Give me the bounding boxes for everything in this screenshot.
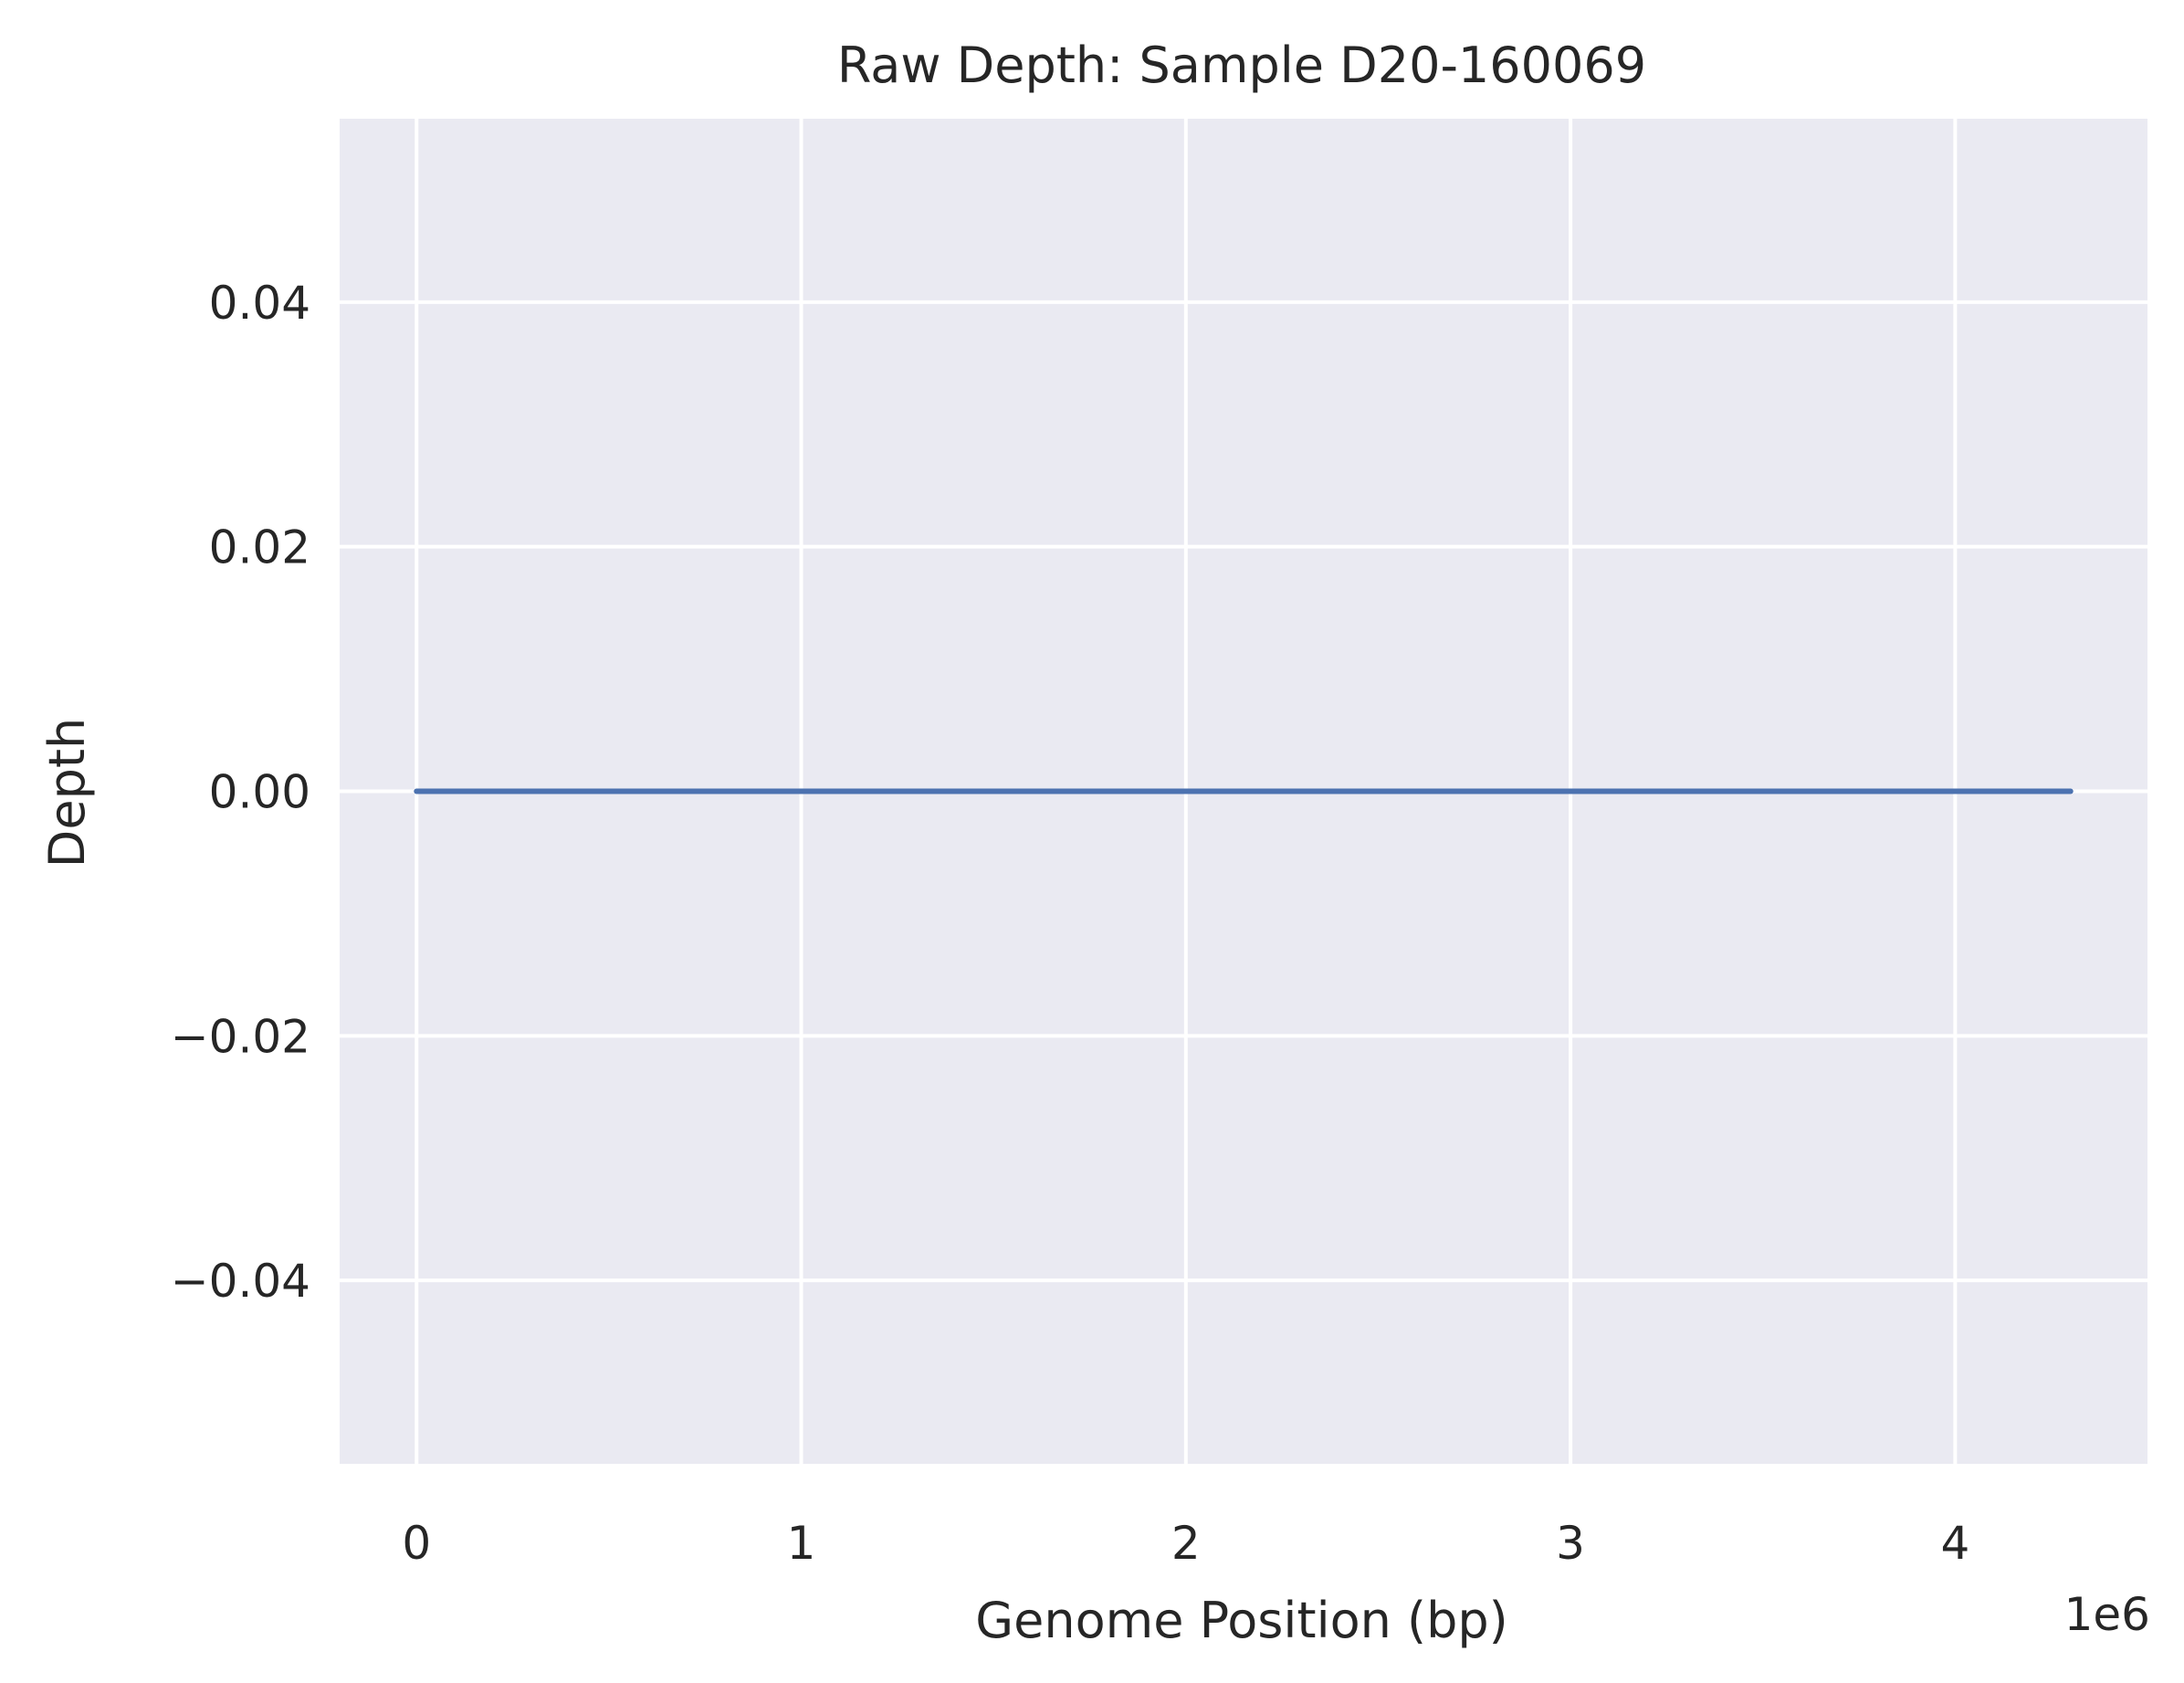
x-offset-label: 1e6	[2064, 1588, 2150, 1641]
y-tick-label: 0.00	[209, 766, 310, 819]
y-tick-label: −0.02	[171, 1010, 310, 1063]
chart-title: Raw Depth: Sample D20-160069	[837, 37, 1646, 94]
y-tick-label: 0.02	[209, 521, 310, 574]
x-tick-label: 4	[1940, 1517, 1969, 1570]
x-tick-label: 3	[1556, 1517, 1585, 1570]
y-tick-label: 0.04	[209, 277, 310, 330]
y-tick-label: −0.04	[171, 1255, 310, 1308]
y-tick-labels: 0.04 0.02 0.00 −0.02 −0.04	[171, 277, 310, 1308]
x-tick-label: 0	[402, 1517, 431, 1570]
x-tick-label: 1	[787, 1517, 816, 1570]
x-tick-label: 2	[1171, 1517, 1201, 1570]
y-axis-label: Depth	[38, 718, 96, 868]
x-tick-labels: 0 1 2 3 4	[402, 1517, 1969, 1570]
x-axis-label: Genome Position (bp)	[975, 1592, 1507, 1649]
